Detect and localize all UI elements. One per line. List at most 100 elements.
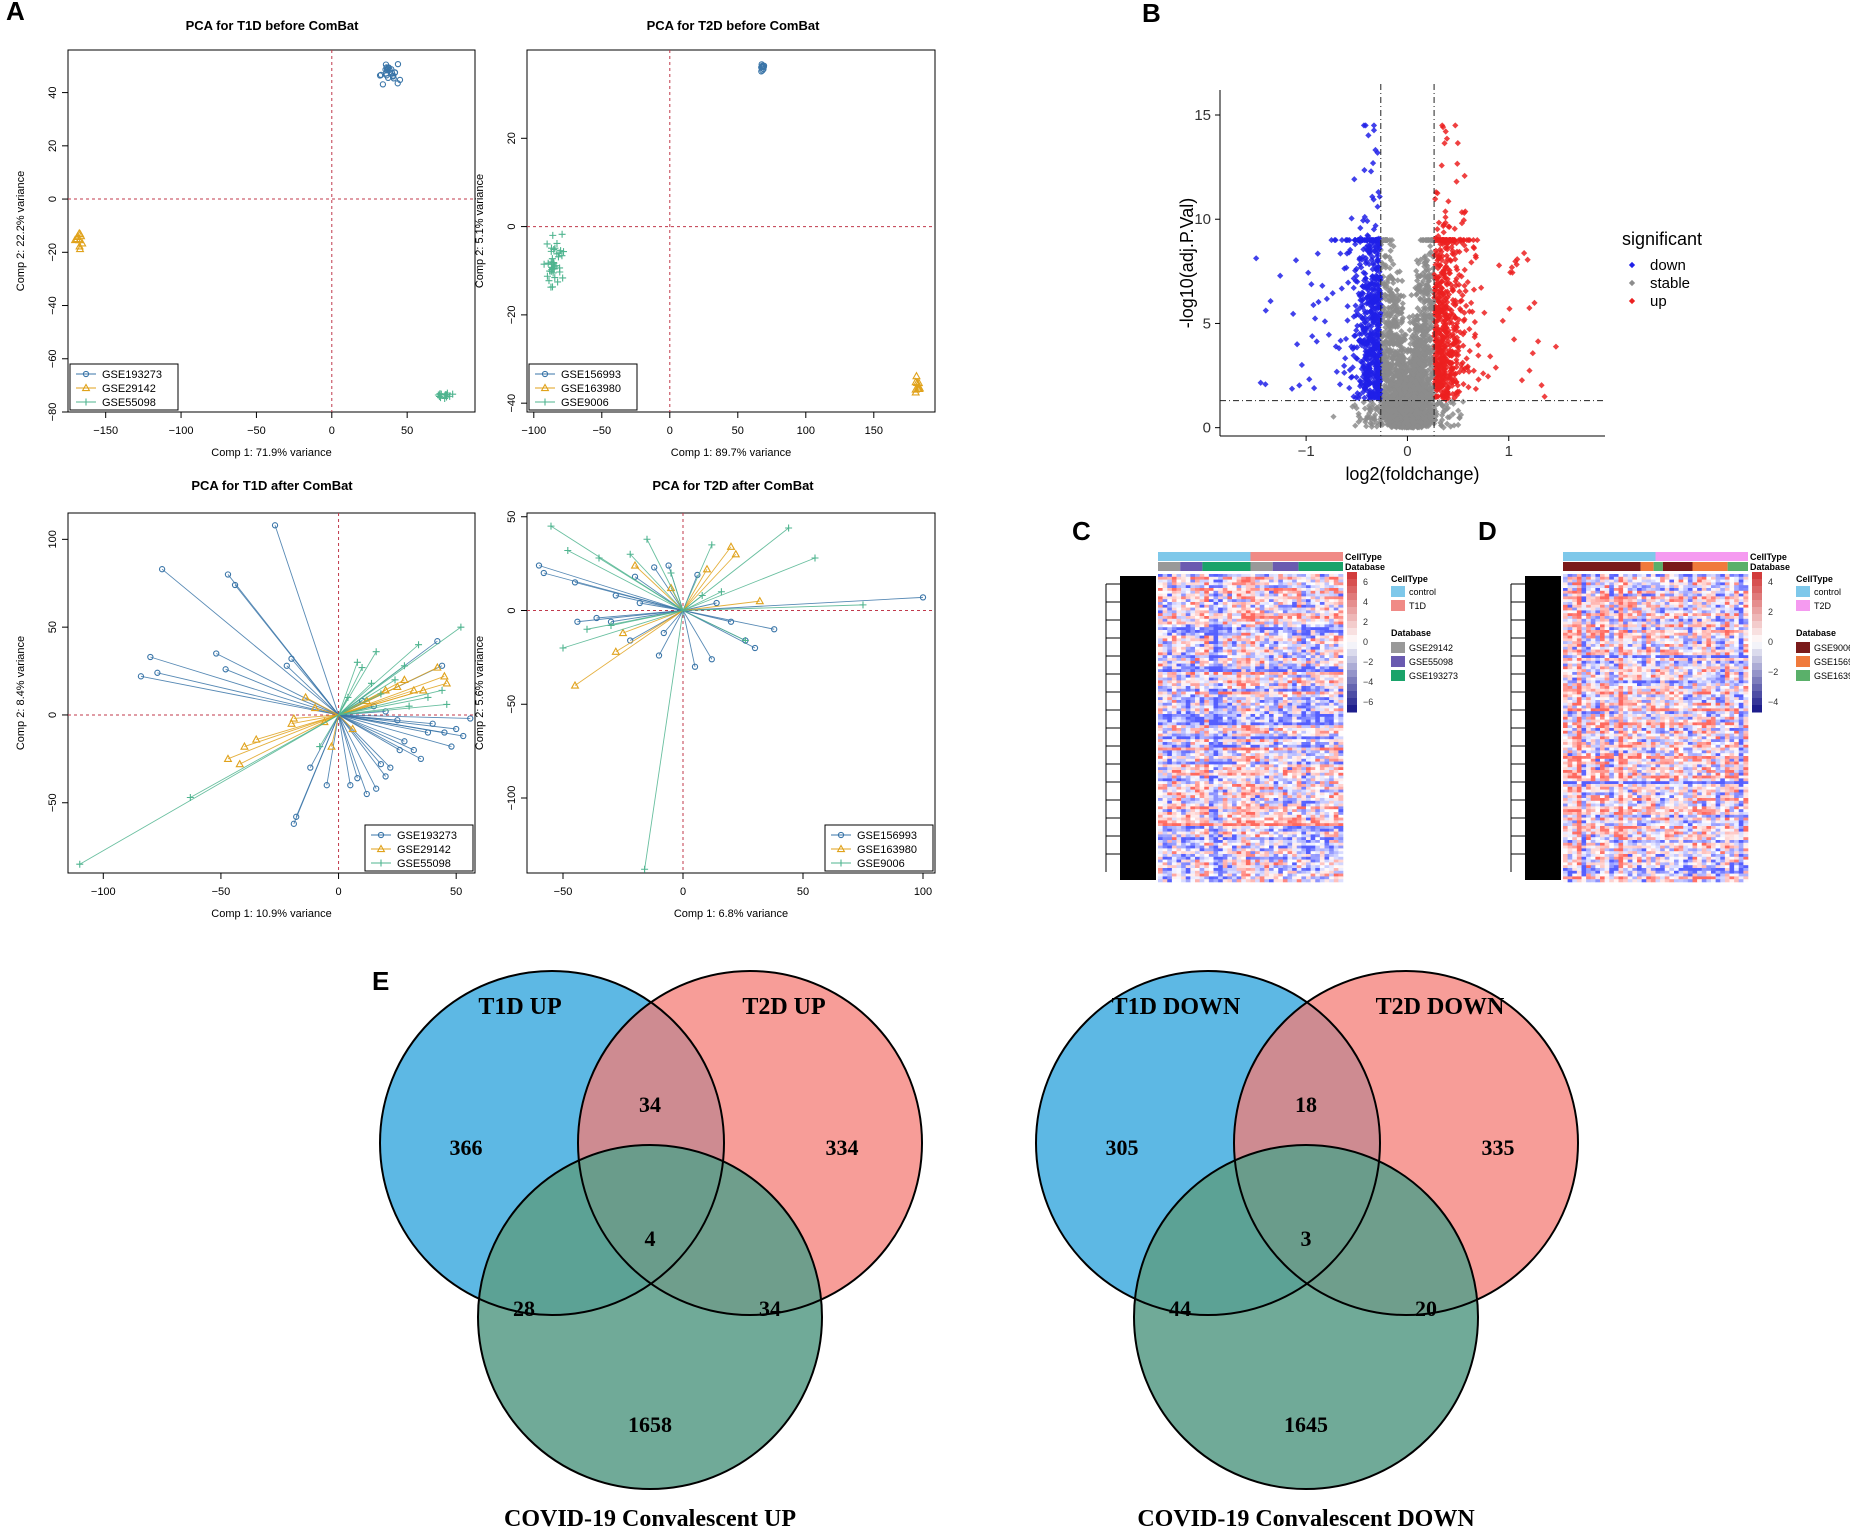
pca-t1d-before: PCA for T1D before ComBat−150 −100 −50 0 50−… xyxy=(15,18,476,459)
x-tick-label: 0 xyxy=(1403,443,1411,460)
heatmap-cell xyxy=(1213,579,1219,583)
data-point xyxy=(549,231,557,239)
volcano-point xyxy=(1495,262,1503,269)
heatmap-cell xyxy=(1213,624,1219,628)
heatmap-cell xyxy=(1227,596,1233,600)
heatmap-cell xyxy=(1278,621,1284,625)
heatmap-cell xyxy=(1282,574,1288,578)
volcano-point xyxy=(1337,250,1344,257)
heatmap-cell xyxy=(1306,616,1311,620)
heatmap-cell xyxy=(1310,576,1316,580)
heatmap-cell xyxy=(1162,602,1168,606)
x-tick-label: 50 xyxy=(401,425,413,437)
heatmap-cell xyxy=(1158,618,1163,622)
heatmap-cell xyxy=(1269,632,1274,636)
heatmap-cell xyxy=(1287,638,1293,642)
heatmap-cell xyxy=(1158,585,1163,589)
data-point xyxy=(441,394,449,402)
heatmap-cell xyxy=(1329,582,1335,586)
volcano-point xyxy=(1393,286,1401,294)
volcano-point xyxy=(1328,236,1335,244)
heatmap-cell xyxy=(1222,579,1228,583)
spoke-line xyxy=(615,610,684,653)
volcano-point xyxy=(1538,382,1545,389)
data-point xyxy=(400,662,408,670)
data-point xyxy=(316,743,324,751)
heatmap-cell xyxy=(1162,638,1168,642)
heatmap-cell xyxy=(1199,618,1205,622)
heatmap-cell xyxy=(1204,604,1210,608)
heatmap-cell xyxy=(1167,613,1173,617)
spoke-line xyxy=(338,667,363,716)
data-point xyxy=(453,725,460,733)
heatmap-cell xyxy=(1208,607,1214,611)
spoke-line xyxy=(291,714,339,725)
heatmap-cell xyxy=(1255,588,1261,592)
volcano-point xyxy=(1468,299,1475,306)
spoke-line xyxy=(682,602,717,611)
spoke-line xyxy=(338,714,464,737)
heatmap-cell xyxy=(1195,599,1200,603)
heatmap-cell xyxy=(1171,602,1177,606)
data-point xyxy=(551,274,559,282)
heatmap-cell xyxy=(1236,613,1242,617)
heatmap-cell xyxy=(1306,638,1311,642)
heatmap-cell xyxy=(1204,627,1210,631)
heatmap-cell xyxy=(1273,574,1279,578)
heatmap-cell xyxy=(1292,599,1298,603)
heatmap-cell xyxy=(1171,579,1177,583)
heatmap-cell xyxy=(1171,616,1177,620)
heatmap-cell xyxy=(1250,624,1256,628)
heatmap-cell xyxy=(1167,610,1173,614)
heatmap-cell xyxy=(1250,613,1256,617)
annotation-celltype-label: CellType xyxy=(1345,552,1382,562)
heatmap-cell xyxy=(1338,585,1344,589)
legend-label: stable xyxy=(1650,275,1690,292)
data-point xyxy=(442,391,450,399)
data-point xyxy=(223,754,233,763)
heatmap-cell xyxy=(1296,585,1302,589)
heatmap-cell xyxy=(1315,616,1321,620)
heatmap-cell xyxy=(1264,646,1270,650)
heatmap-cell xyxy=(1315,641,1321,645)
heatmap-cell xyxy=(1315,624,1321,628)
spoke-line xyxy=(338,714,386,777)
heatmap-cell xyxy=(1287,630,1293,634)
heatmap-cell xyxy=(1255,604,1261,608)
volcano-point xyxy=(1333,368,1340,375)
heatmap-cell xyxy=(1190,613,1196,617)
heatmap-cell xyxy=(1190,574,1196,578)
heatmap-cell xyxy=(1310,638,1316,642)
volcano-point xyxy=(1470,367,1477,374)
heatmap-cell xyxy=(1287,602,1293,606)
data-point xyxy=(559,644,567,652)
heatmap-cell xyxy=(1333,604,1339,608)
volcano-point xyxy=(1472,385,1479,393)
data-point xyxy=(547,267,555,275)
heatmap-cell xyxy=(1190,646,1196,650)
data-point xyxy=(595,554,603,562)
heatmap-cell xyxy=(1338,624,1344,628)
heatmap-cell xyxy=(1185,599,1191,603)
heatmap-cell xyxy=(1319,590,1325,594)
annotation-database-segment xyxy=(1180,562,1203,571)
heatmap-cell xyxy=(1204,646,1210,650)
heatmap-cell xyxy=(1208,604,1214,608)
heatmap-cell xyxy=(1333,585,1339,589)
heatmap-cell xyxy=(1181,644,1187,648)
heatmap-cell xyxy=(1176,632,1182,636)
heatmap-cell xyxy=(1315,646,1321,650)
heatmap-cell xyxy=(1158,574,1163,578)
spoke-line xyxy=(161,568,339,716)
spoke-line xyxy=(331,714,339,747)
spoke-line xyxy=(586,610,684,630)
heatmap-cell xyxy=(1315,618,1321,622)
panel-label-a: A xyxy=(6,0,25,26)
data-point xyxy=(593,614,600,622)
heatmap-cell xyxy=(1245,582,1251,586)
heatmap-cell xyxy=(1264,618,1270,622)
heatmap-cell xyxy=(1171,644,1177,648)
heatmap-cell xyxy=(1213,644,1219,648)
pca-title: PCA for T2D before ComBat xyxy=(647,18,821,33)
heatmap-cell xyxy=(1269,588,1274,592)
